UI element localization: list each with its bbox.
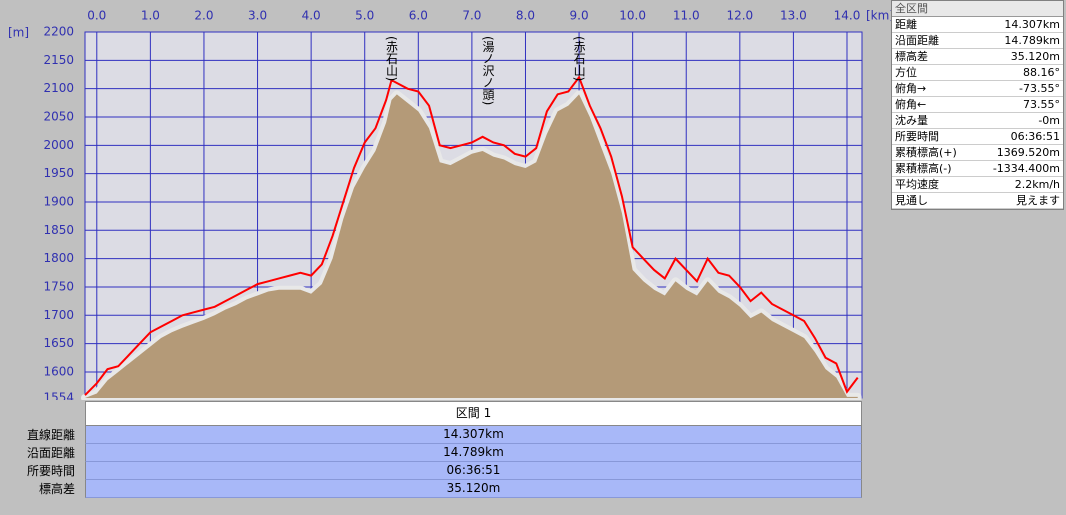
- row-value: 14.789km: [85, 444, 862, 462]
- stat-row: 沿面距離 14.789km: [892, 33, 1063, 49]
- y-axis-label: [m]: [8, 26, 29, 40]
- stat-label: 距離: [895, 18, 917, 31]
- y-tick-label: 1950: [43, 166, 74, 180]
- stat-value: -1334.400m: [992, 162, 1060, 175]
- y-tick-label: 1554: [43, 391, 74, 401]
- section-header: 区間 1: [85, 401, 862, 426]
- y-tick-label: 1700: [43, 308, 74, 322]
- x-tick-label: 5.0: [355, 9, 374, 23]
- stat-value: 2.2km/h: [1014, 178, 1060, 191]
- y-tick-label: 2200: [43, 25, 74, 39]
- x-tick-label: 6.0: [409, 9, 428, 23]
- x-tick-label: 4.0: [302, 9, 321, 23]
- stat-row: 累積標高(+) 1369.520m: [892, 145, 1063, 161]
- section-labels: 直線距離沿面距離所要時間標高差: [0, 426, 75, 498]
- y-tick-label: 1800: [43, 251, 74, 265]
- row-label: 直線距離: [26, 428, 75, 442]
- y-tick-label: 1750: [43, 279, 74, 293]
- panel-title: 全区間: [892, 1, 1063, 17]
- x-tick-label: 8.0: [516, 9, 535, 23]
- row-label: 沿面距離: [26, 446, 75, 460]
- peak-annotation: (赤石山): [385, 36, 399, 81]
- y-tick-label: 2150: [43, 53, 74, 67]
- stat-value: 88.16°: [1023, 66, 1060, 79]
- x-tick-label: 14.0: [834, 9, 861, 23]
- stat-row: 方位 88.16°: [892, 65, 1063, 81]
- row-value: 14.307km: [85, 426, 862, 444]
- stat-row: 沈み量 -0m: [892, 113, 1063, 129]
- elevation-line: [84, 75, 859, 396]
- stat-label: 俯角←: [895, 98, 927, 111]
- peak-annotation: (赤石山): [572, 36, 586, 81]
- y-tick-label: 1900: [43, 194, 74, 208]
- stat-value: 1369.520m: [996, 146, 1060, 159]
- stat-value: 73.55°: [1023, 98, 1060, 111]
- x-tick-label: 10.0: [619, 9, 646, 23]
- stat-label: 累積標高(+): [895, 146, 957, 159]
- stat-label: 平均速度: [895, 178, 939, 191]
- x-tick-label: 0.0: [87, 9, 106, 23]
- profile-chart: [m] [km] 1554 1600 1650 1700 1750 1800 1850 190…: [8, 9, 894, 401]
- stat-row: 平均速度 2.2km/h: [892, 177, 1063, 193]
- stat-label: 俯角→: [895, 82, 927, 95]
- stat-label: 沈み量: [895, 114, 928, 127]
- y-tick-label: 1650: [43, 336, 74, 350]
- stat-row: 累積標高(-) -1334.400m: [892, 161, 1063, 177]
- stat-value: -0m: [1038, 114, 1060, 127]
- x-tick-label: 7.0: [462, 9, 481, 23]
- section-table: 区間 1 14.307km 14.789km 06:36:51 35.120m: [85, 401, 862, 498]
- row-label: 標高差: [38, 482, 75, 496]
- stat-row: 距離 14.307km: [892, 17, 1063, 33]
- stat-row: 所要時間 06:36:51: [892, 129, 1063, 145]
- y-tick-label: 1850: [43, 223, 74, 237]
- y-tick-label: 2000: [43, 138, 74, 152]
- stat-row: 標高差 35.120m: [892, 49, 1063, 65]
- stat-value: -73.55°: [1019, 82, 1060, 95]
- stat-label: 標高差: [895, 50, 928, 63]
- row-label: 所要時間: [26, 464, 75, 478]
- peak-annotation: (湯ノ沢ノ頭): [481, 36, 495, 105]
- y-tick-label: 1600: [43, 364, 74, 378]
- x-tick-label: 9.0: [570, 9, 589, 23]
- stat-label: 沿面距離: [895, 34, 939, 47]
- stat-row: 見通し 見えます: [892, 193, 1063, 209]
- stat-row: 俯角← 73.55°: [892, 97, 1063, 113]
- x-tick-label: 2.0: [194, 9, 213, 23]
- x-tick-label: 3.0: [248, 9, 267, 23]
- row-value: 35.120m: [85, 480, 862, 498]
- row-value: 06:36:51: [85, 462, 862, 480]
- y-tick-label: 2100: [43, 81, 74, 95]
- stat-value: 見えます: [1016, 194, 1060, 207]
- x-axis-label: [km]: [866, 9, 894, 23]
- stat-value: 06:36:51: [1010, 130, 1060, 143]
- terrain-area: [81, 90, 862, 400]
- y-tick-label: 2050: [43, 109, 74, 123]
- stat-value: 35.120m: [1010, 50, 1060, 63]
- stat-label: 累積標高(-): [895, 162, 952, 175]
- stat-value: 14.307km: [1004, 18, 1060, 31]
- x-tick-label: 1.0: [141, 9, 160, 23]
- stat-label: 所要時間: [895, 130, 939, 143]
- stats-panel: 全区間 距離 14.307km 沿面距離 14.789km 標高差 35.120m 方位 88…: [891, 0, 1064, 210]
- x-tick-label: 12.0: [726, 9, 753, 23]
- x-tick-label: 13.0: [780, 9, 807, 23]
- stat-row: 俯角→ -73.55°: [892, 81, 1063, 97]
- x-tick-label: 11.0: [673, 9, 700, 23]
- stat-label: 方位: [895, 66, 917, 79]
- stat-label: 見通し: [895, 194, 928, 207]
- stat-value: 14.789km: [1004, 34, 1060, 47]
